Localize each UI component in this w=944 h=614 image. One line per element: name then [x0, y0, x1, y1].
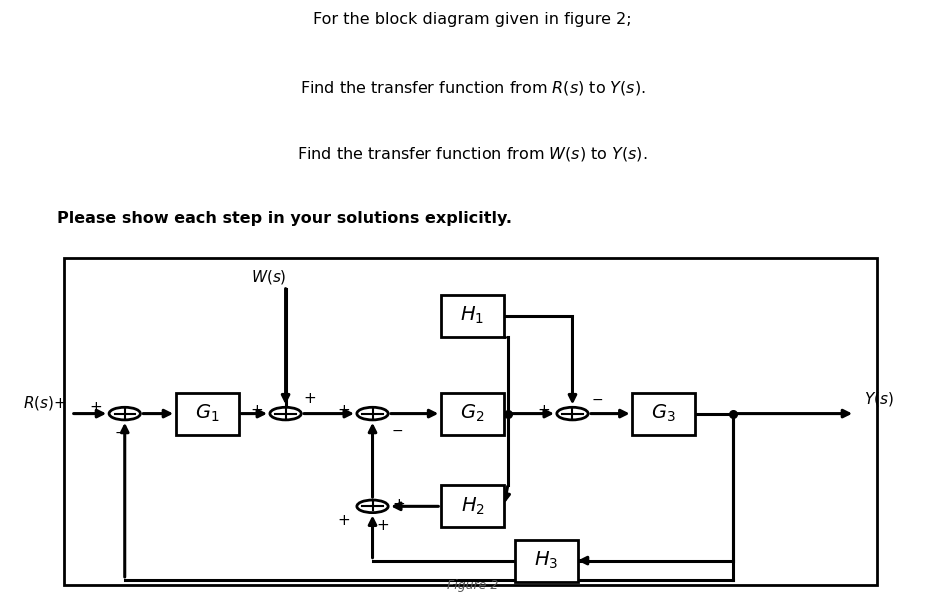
- Text: +: +: [337, 513, 349, 527]
- Text: $H_3$: $H_3$: [533, 550, 558, 571]
- Bar: [441, 485, 503, 527]
- Bar: [441, 392, 503, 435]
- Text: $G_2$: $G_2$: [460, 403, 484, 424]
- Bar: [176, 392, 239, 435]
- Text: +: +: [90, 400, 102, 415]
- Text: For the block diagram given in figure 2;: For the block diagram given in figure 2;: [312, 12, 632, 27]
- Text: +: +: [337, 403, 349, 418]
- Circle shape: [556, 407, 587, 420]
- Text: $H_2$: $H_2$: [460, 495, 484, 517]
- Text: +: +: [536, 403, 549, 418]
- Bar: [441, 295, 503, 336]
- Text: Find the transfer function from $R(s)$ to $Y(s)$.: Find the transfer function from $R(s)$ t…: [299, 79, 645, 96]
- Text: $-$: $-$: [114, 425, 126, 439]
- Text: +: +: [377, 518, 389, 533]
- Text: Find the transfer function from $W(s)$ to $Y(s)$.: Find the transfer function from $W(s)$ t…: [296, 145, 648, 163]
- Circle shape: [357, 407, 388, 420]
- Text: Please show each step in your solutions explicitly.: Please show each step in your solutions …: [57, 211, 511, 226]
- Text: $Y(s)$: $Y(s)$: [863, 391, 893, 408]
- Bar: [514, 540, 577, 581]
- Text: +: +: [250, 403, 262, 418]
- Text: $R(s)$+: $R(s)$+: [23, 394, 66, 412]
- Text: $-$: $-$: [391, 422, 402, 437]
- Text: Figure 2: Figure 2: [447, 579, 497, 592]
- Text: $W(s)$: $W(s)$: [250, 268, 286, 286]
- Circle shape: [357, 500, 388, 513]
- Circle shape: [270, 407, 301, 420]
- Text: +: +: [304, 391, 316, 406]
- Text: $-$: $-$: [590, 392, 602, 406]
- Bar: [632, 392, 695, 435]
- Text: +: +: [392, 497, 405, 512]
- Text: $G_3$: $G_3$: [650, 403, 675, 424]
- Text: $H_1$: $H_1$: [460, 305, 484, 326]
- Circle shape: [109, 407, 141, 420]
- Text: $G_1$: $G_1$: [194, 403, 219, 424]
